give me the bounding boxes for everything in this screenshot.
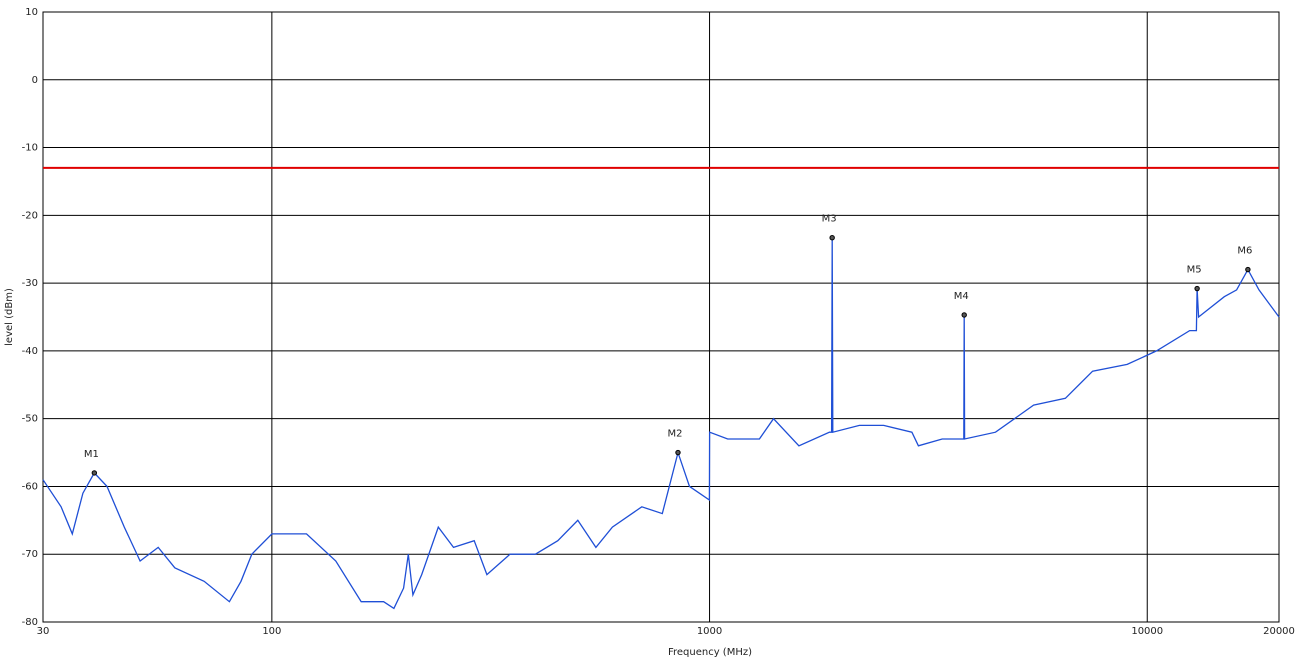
y-tick-label: 0 — [32, 75, 38, 86]
x-tick-label: 30 — [37, 626, 50, 637]
plot-area — [42, 11, 1280, 623]
marker-label: M5 — [1187, 265, 1202, 276]
marker-label: M3 — [822, 214, 837, 225]
y-tick-label: -80 — [22, 617, 38, 628]
marker-dot — [829, 235, 835, 241]
marker-dot — [961, 312, 967, 318]
marker-dot — [675, 449, 681, 456]
marker-label: M4 — [954, 291, 969, 302]
x-axis-label: Frequency (MHz) — [668, 647, 752, 658]
x-tick-label: 10000 — [1131, 626, 1163, 637]
x-tick-label: 100 — [262, 626, 281, 637]
x-tick-label: 1000 — [697, 626, 722, 637]
marker-dot — [1245, 266, 1251, 273]
trace-line — [42, 237, 1280, 610]
y-tick-label: -20 — [22, 210, 38, 221]
y-tick-label: -50 — [22, 414, 38, 425]
y-tick-label: -10 — [22, 143, 38, 154]
y-tick-label: 10 — [25, 7, 38, 18]
y-axis-label: level (dBm) — [4, 288, 15, 346]
y-tick-label: -60 — [22, 481, 38, 492]
marker-dot — [91, 470, 98, 476]
marker-dot — [1194, 285, 1200, 292]
marker-label: M2 — [667, 429, 682, 440]
y-tick-label: -70 — [22, 549, 38, 560]
marker-label: M6 — [1237, 246, 1252, 257]
y-tick-label: -30 — [22, 278, 38, 289]
x-tick-label: 20000 — [1263, 626, 1295, 637]
marker-label: M1 — [84, 449, 99, 460]
y-tick-label: -40 — [22, 346, 38, 357]
